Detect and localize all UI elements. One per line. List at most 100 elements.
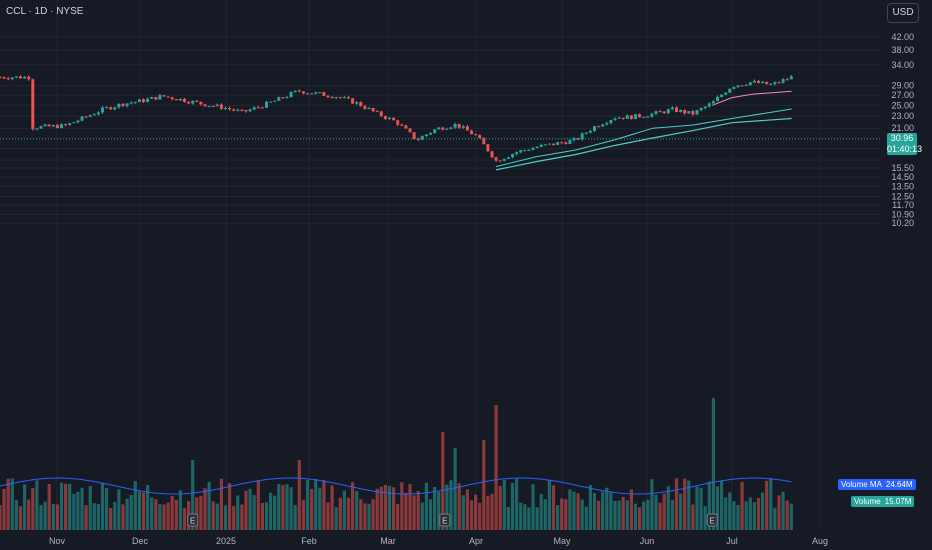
volume-bar <box>662 493 666 530</box>
candle <box>424 134 428 137</box>
candle <box>781 79 785 83</box>
candle <box>76 120 80 123</box>
volume-bar <box>0 505 2 530</box>
y-tick-label: 10.90 <box>891 210 914 220</box>
volume-bar <box>330 485 334 530</box>
candle <box>306 93 309 95</box>
volume-bar <box>605 487 609 530</box>
volume-bar <box>6 478 10 530</box>
y-tick-label: 42.00 <box>891 32 914 42</box>
candle <box>449 127 453 129</box>
candle <box>388 117 391 119</box>
candle <box>740 85 744 87</box>
candle <box>515 152 519 155</box>
candle <box>617 117 621 119</box>
candle <box>773 82 777 85</box>
volume-bar <box>273 495 277 530</box>
volume-ma-tag: Volume MA 24.64M <box>838 479 916 490</box>
volume-bar <box>777 495 781 530</box>
candle <box>240 109 244 111</box>
x-tick-label: Jun <box>640 536 655 546</box>
volume-bar <box>412 495 416 530</box>
candle <box>96 112 100 115</box>
volume-bar <box>346 497 351 530</box>
volume-bar <box>264 502 269 530</box>
volume-bar <box>744 501 748 530</box>
candle <box>429 132 432 135</box>
volume-bar <box>769 479 773 530</box>
candle <box>535 146 539 149</box>
volume-ma-line <box>0 477 792 495</box>
volume-bar <box>375 488 379 530</box>
candle <box>297 90 301 92</box>
volume-bar <box>408 484 412 530</box>
volume-bar <box>117 489 121 530</box>
earnings-icon[interactable]: E <box>439 513 451 527</box>
candle <box>539 144 543 147</box>
svg-text:E: E <box>709 517 714 526</box>
candle <box>10 77 14 80</box>
volume-bar <box>203 488 207 530</box>
y-tick-label: 25.00 <box>891 100 914 110</box>
candle <box>552 143 555 145</box>
candle <box>789 76 793 80</box>
volume-bar <box>679 493 683 530</box>
volume-bar <box>642 501 646 530</box>
volume-bar <box>223 505 228 530</box>
candle <box>707 103 711 107</box>
candle <box>691 111 695 115</box>
volume-bar <box>359 499 363 530</box>
volume-bar <box>387 485 392 530</box>
volume-bar <box>498 485 502 530</box>
volume-bar <box>31 488 35 530</box>
candle <box>761 81 765 84</box>
x-tick-label: May <box>553 536 571 546</box>
volume-bar <box>728 492 732 530</box>
candle <box>523 150 527 152</box>
candle <box>465 126 469 131</box>
volume-bar <box>683 478 687 530</box>
earnings-icon[interactable]: E <box>706 513 718 527</box>
volume-bar <box>18 506 23 530</box>
y-tick-label: 29.00 <box>891 81 914 91</box>
volume-bar <box>367 503 371 530</box>
candle <box>55 125 59 129</box>
volume-bar <box>711 398 715 530</box>
volume-bar <box>428 499 433 530</box>
candle <box>757 80 760 84</box>
candle <box>326 95 330 97</box>
candle <box>371 107 375 112</box>
volume-bar <box>305 480 310 530</box>
candle <box>470 130 473 135</box>
candle <box>687 111 691 114</box>
volume-bar <box>182 507 187 530</box>
candle <box>531 148 535 151</box>
candle <box>322 92 326 96</box>
volume-bar <box>445 484 449 530</box>
candle <box>137 99 141 102</box>
volume-bar <box>441 432 445 530</box>
candle <box>744 85 748 87</box>
candle <box>293 90 297 93</box>
candle <box>129 102 133 104</box>
y-tick-label: 34.00 <box>891 60 914 70</box>
currency-button[interactable]: USD <box>887 3 919 23</box>
candle <box>638 114 642 118</box>
volume-bar <box>322 480 326 530</box>
candle <box>269 101 273 103</box>
volume-bar <box>588 484 592 530</box>
candle <box>154 97 158 100</box>
volume-bar <box>469 500 474 530</box>
volume-bar <box>433 486 437 530</box>
volume-bar <box>244 490 248 530</box>
volume-bar <box>547 479 551 530</box>
volume-bar <box>478 502 482 530</box>
volume-bar <box>474 494 478 530</box>
candle <box>392 117 396 121</box>
candle <box>334 97 338 99</box>
volume-bar <box>379 486 383 530</box>
candle <box>724 92 728 95</box>
earnings-icon[interactable]: E <box>187 513 199 527</box>
candle <box>486 144 490 152</box>
